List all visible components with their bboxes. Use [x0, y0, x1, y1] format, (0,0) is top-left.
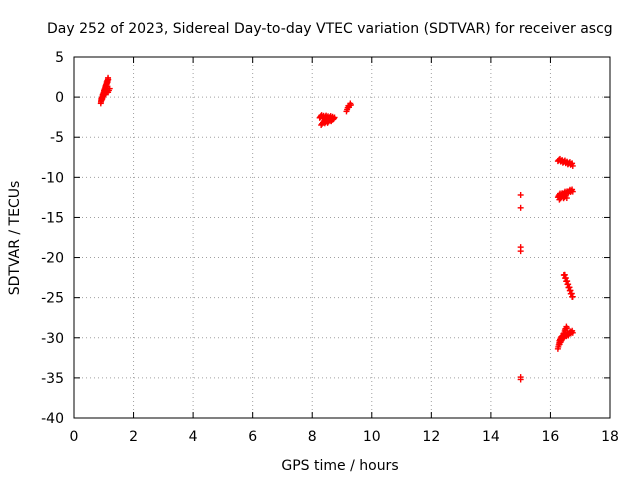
x-tick-label: 8: [308, 429, 317, 445]
y-tick-label: 0: [55, 90, 64, 106]
data-point: [329, 116, 336, 123]
data-point: [517, 191, 524, 198]
grid-lines: [74, 57, 610, 418]
x-tick-label: 2: [129, 429, 138, 445]
data-point: [569, 293, 576, 300]
data-point: [517, 376, 524, 383]
x-tick-label: 4: [189, 429, 198, 445]
data-point: [517, 204, 524, 211]
data-point: [563, 324, 570, 331]
y-tick-labels: 5 0 -5 -10 -15 -20 -25 -30 -35 -40: [41, 50, 64, 427]
x-tick-label: 14: [482, 429, 500, 445]
x-tick-label: 16: [542, 429, 560, 445]
y-tick-label: -5: [50, 130, 64, 146]
chart-title: Day 252 of 2023, Sidereal Day-to-day VTE…: [47, 21, 613, 37]
data-point: [347, 101, 354, 108]
x-tick-label: 18: [601, 429, 619, 445]
data-point: [569, 188, 576, 195]
data-points: [97, 74, 576, 383]
data-point: [105, 76, 112, 83]
data-point: [517, 248, 524, 255]
y-axis-label: SDTVAR / TECUs: [7, 181, 23, 296]
data-point: [106, 85, 113, 92]
y-tick-label: -15: [41, 210, 64, 226]
x-axis-label: GPS time / hours: [281, 458, 398, 474]
y-tick-label: -10: [41, 170, 64, 186]
plot-frame: [73, 56, 611, 419]
y-tick-label: 5: [55, 50, 64, 66]
x-tick-label: 0: [70, 429, 79, 445]
x-tick-labels: 0 2 4 6 8 10 12 14 16 18: [70, 429, 619, 445]
y-tick-label: -40: [41, 411, 64, 427]
y-tick-label: -30: [41, 331, 64, 347]
y-tick-label: -25: [41, 291, 64, 307]
data-point: [569, 329, 576, 336]
data-point: [563, 195, 570, 202]
y-tick-label: -20: [41, 251, 64, 267]
y-tick-label: -35: [41, 371, 64, 387]
x-tick-label: 12: [422, 429, 440, 445]
x-tick-label: 10: [363, 429, 381, 445]
axis-ticks: [73, 56, 611, 419]
data-point: [569, 162, 576, 169]
x-tick-label: 6: [248, 429, 257, 445]
data-point: [330, 115, 337, 122]
